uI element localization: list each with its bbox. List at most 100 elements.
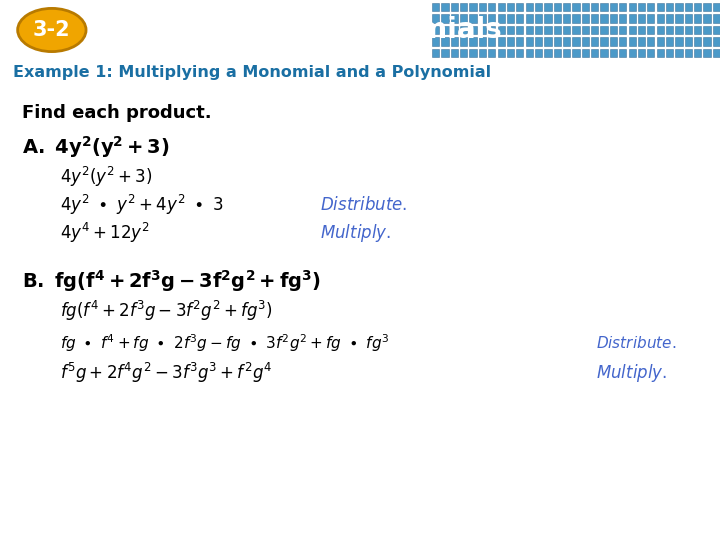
FancyBboxPatch shape [591, 37, 598, 45]
FancyBboxPatch shape [657, 3, 664, 11]
FancyBboxPatch shape [666, 49, 673, 57]
FancyBboxPatch shape [544, 15, 552, 23]
FancyBboxPatch shape [694, 49, 701, 57]
FancyBboxPatch shape [685, 15, 692, 23]
FancyBboxPatch shape [554, 15, 561, 23]
FancyBboxPatch shape [647, 15, 654, 23]
FancyBboxPatch shape [441, 37, 449, 45]
FancyBboxPatch shape [713, 15, 720, 23]
FancyBboxPatch shape [535, 3, 542, 11]
FancyBboxPatch shape [638, 37, 645, 45]
FancyBboxPatch shape [544, 26, 552, 34]
FancyBboxPatch shape [703, 26, 711, 34]
FancyBboxPatch shape [526, 37, 533, 45]
FancyBboxPatch shape [460, 37, 467, 45]
FancyBboxPatch shape [544, 49, 552, 57]
FancyBboxPatch shape [460, 49, 467, 57]
Text: Copyright © by Holt Mc Dougal. All Rights Reserved.: Copyright © by Holt Mc Dougal. All Right… [435, 520, 709, 530]
FancyBboxPatch shape [610, 15, 617, 23]
FancyBboxPatch shape [432, 26, 439, 34]
FancyBboxPatch shape [629, 26, 636, 34]
FancyBboxPatch shape [516, 3, 523, 11]
FancyBboxPatch shape [535, 26, 542, 34]
FancyBboxPatch shape [479, 37, 486, 45]
FancyBboxPatch shape [526, 15, 533, 23]
FancyBboxPatch shape [591, 3, 598, 11]
Text: $\bf{B.\ fg(f^4+2f^3g-3f^2g^2+fg^3)}$: $\bf{B.\ fg(f^4+2f^3g-3f^2g^2+fg^3)}$ [22, 268, 321, 294]
FancyBboxPatch shape [638, 49, 645, 57]
FancyBboxPatch shape [451, 37, 458, 45]
FancyBboxPatch shape [441, 3, 449, 11]
FancyBboxPatch shape [619, 26, 626, 34]
FancyBboxPatch shape [629, 49, 636, 57]
FancyBboxPatch shape [610, 26, 617, 34]
FancyBboxPatch shape [441, 49, 449, 57]
Ellipse shape [17, 9, 86, 52]
FancyBboxPatch shape [713, 3, 720, 11]
FancyBboxPatch shape [610, 3, 617, 11]
FancyBboxPatch shape [479, 15, 486, 23]
FancyBboxPatch shape [600, 37, 608, 45]
FancyBboxPatch shape [713, 37, 720, 45]
FancyBboxPatch shape [535, 37, 542, 45]
FancyBboxPatch shape [703, 15, 711, 23]
FancyBboxPatch shape [685, 37, 692, 45]
FancyBboxPatch shape [582, 49, 589, 57]
FancyBboxPatch shape [498, 3, 505, 11]
FancyBboxPatch shape [647, 3, 654, 11]
FancyBboxPatch shape [703, 37, 711, 45]
FancyBboxPatch shape [441, 26, 449, 34]
FancyBboxPatch shape [544, 3, 552, 11]
Text: $f^5g+2f^4g^2-3f^3g^3+f^2g^4$: $f^5g+2f^4g^2-3f^3g^3+f^2g^4$ [60, 361, 272, 385]
FancyBboxPatch shape [563, 49, 570, 57]
FancyBboxPatch shape [516, 37, 523, 45]
Text: $\mathit{Multiply.}$: $\mathit{Multiply.}$ [320, 222, 391, 244]
FancyBboxPatch shape [544, 37, 552, 45]
FancyBboxPatch shape [507, 49, 514, 57]
Text: $4y^2(y^2+3)$: $4y^2(y^2+3)$ [60, 165, 152, 189]
Text: $\mathit{Multiply.}$: $\mathit{Multiply.}$ [596, 362, 667, 384]
FancyBboxPatch shape [629, 15, 636, 23]
Text: $4y^2\ \bullet\ y^2+4y^2\ \bullet\ 3$: $4y^2\ \bullet\ y^2+4y^2\ \bullet\ 3$ [60, 193, 224, 217]
FancyBboxPatch shape [647, 37, 654, 45]
FancyBboxPatch shape [469, 15, 477, 23]
FancyBboxPatch shape [469, 3, 477, 11]
FancyBboxPatch shape [713, 26, 720, 34]
Text: $fg\ \bullet\ f^4+fg\ \bullet\ 2f^3g-fg\ \bullet\ 3f^2g^2+fg\ \bullet\ fg^3$: $fg\ \bullet\ f^4+fg\ \bullet\ 2f^3g-fg\… [60, 332, 390, 354]
FancyBboxPatch shape [629, 3, 636, 11]
FancyBboxPatch shape [600, 3, 608, 11]
Text: Multiplying Polynomials: Multiplying Polynomials [126, 16, 502, 44]
FancyBboxPatch shape [619, 15, 626, 23]
FancyBboxPatch shape [600, 49, 608, 57]
FancyBboxPatch shape [675, 3, 683, 11]
FancyBboxPatch shape [582, 15, 589, 23]
FancyBboxPatch shape [535, 49, 542, 57]
FancyBboxPatch shape [572, 15, 580, 23]
Text: 3-2: 3-2 [33, 20, 71, 40]
FancyBboxPatch shape [469, 49, 477, 57]
Text: $\mathit{Distribute.}$: $\mathit{Distribute.}$ [596, 335, 676, 351]
Text: $fg(f^4+2f^3g-3f^2g^2+fg^3)$: $fg(f^4+2f^3g-3f^2g^2+fg^3)$ [60, 299, 273, 323]
FancyBboxPatch shape [582, 3, 589, 11]
Text: Holt McDougal Algebra 2: Holt McDougal Algebra 2 [11, 518, 206, 532]
FancyBboxPatch shape [666, 3, 673, 11]
FancyBboxPatch shape [498, 49, 505, 57]
FancyBboxPatch shape [619, 37, 626, 45]
Text: $\mathit{Distribute.}$: $\mathit{Distribute.}$ [320, 196, 408, 214]
FancyBboxPatch shape [591, 49, 598, 57]
FancyBboxPatch shape [488, 26, 495, 34]
FancyBboxPatch shape [554, 37, 561, 45]
FancyBboxPatch shape [657, 15, 664, 23]
FancyBboxPatch shape [563, 3, 570, 11]
FancyBboxPatch shape [507, 26, 514, 34]
FancyBboxPatch shape [432, 37, 439, 45]
FancyBboxPatch shape [432, 49, 439, 57]
FancyBboxPatch shape [479, 26, 486, 34]
FancyBboxPatch shape [647, 26, 654, 34]
FancyBboxPatch shape [432, 3, 439, 11]
FancyBboxPatch shape [516, 49, 523, 57]
FancyBboxPatch shape [498, 37, 505, 45]
FancyBboxPatch shape [507, 3, 514, 11]
FancyBboxPatch shape [713, 49, 720, 57]
Text: $4y^4+12y^2$: $4y^4+12y^2$ [60, 221, 150, 245]
